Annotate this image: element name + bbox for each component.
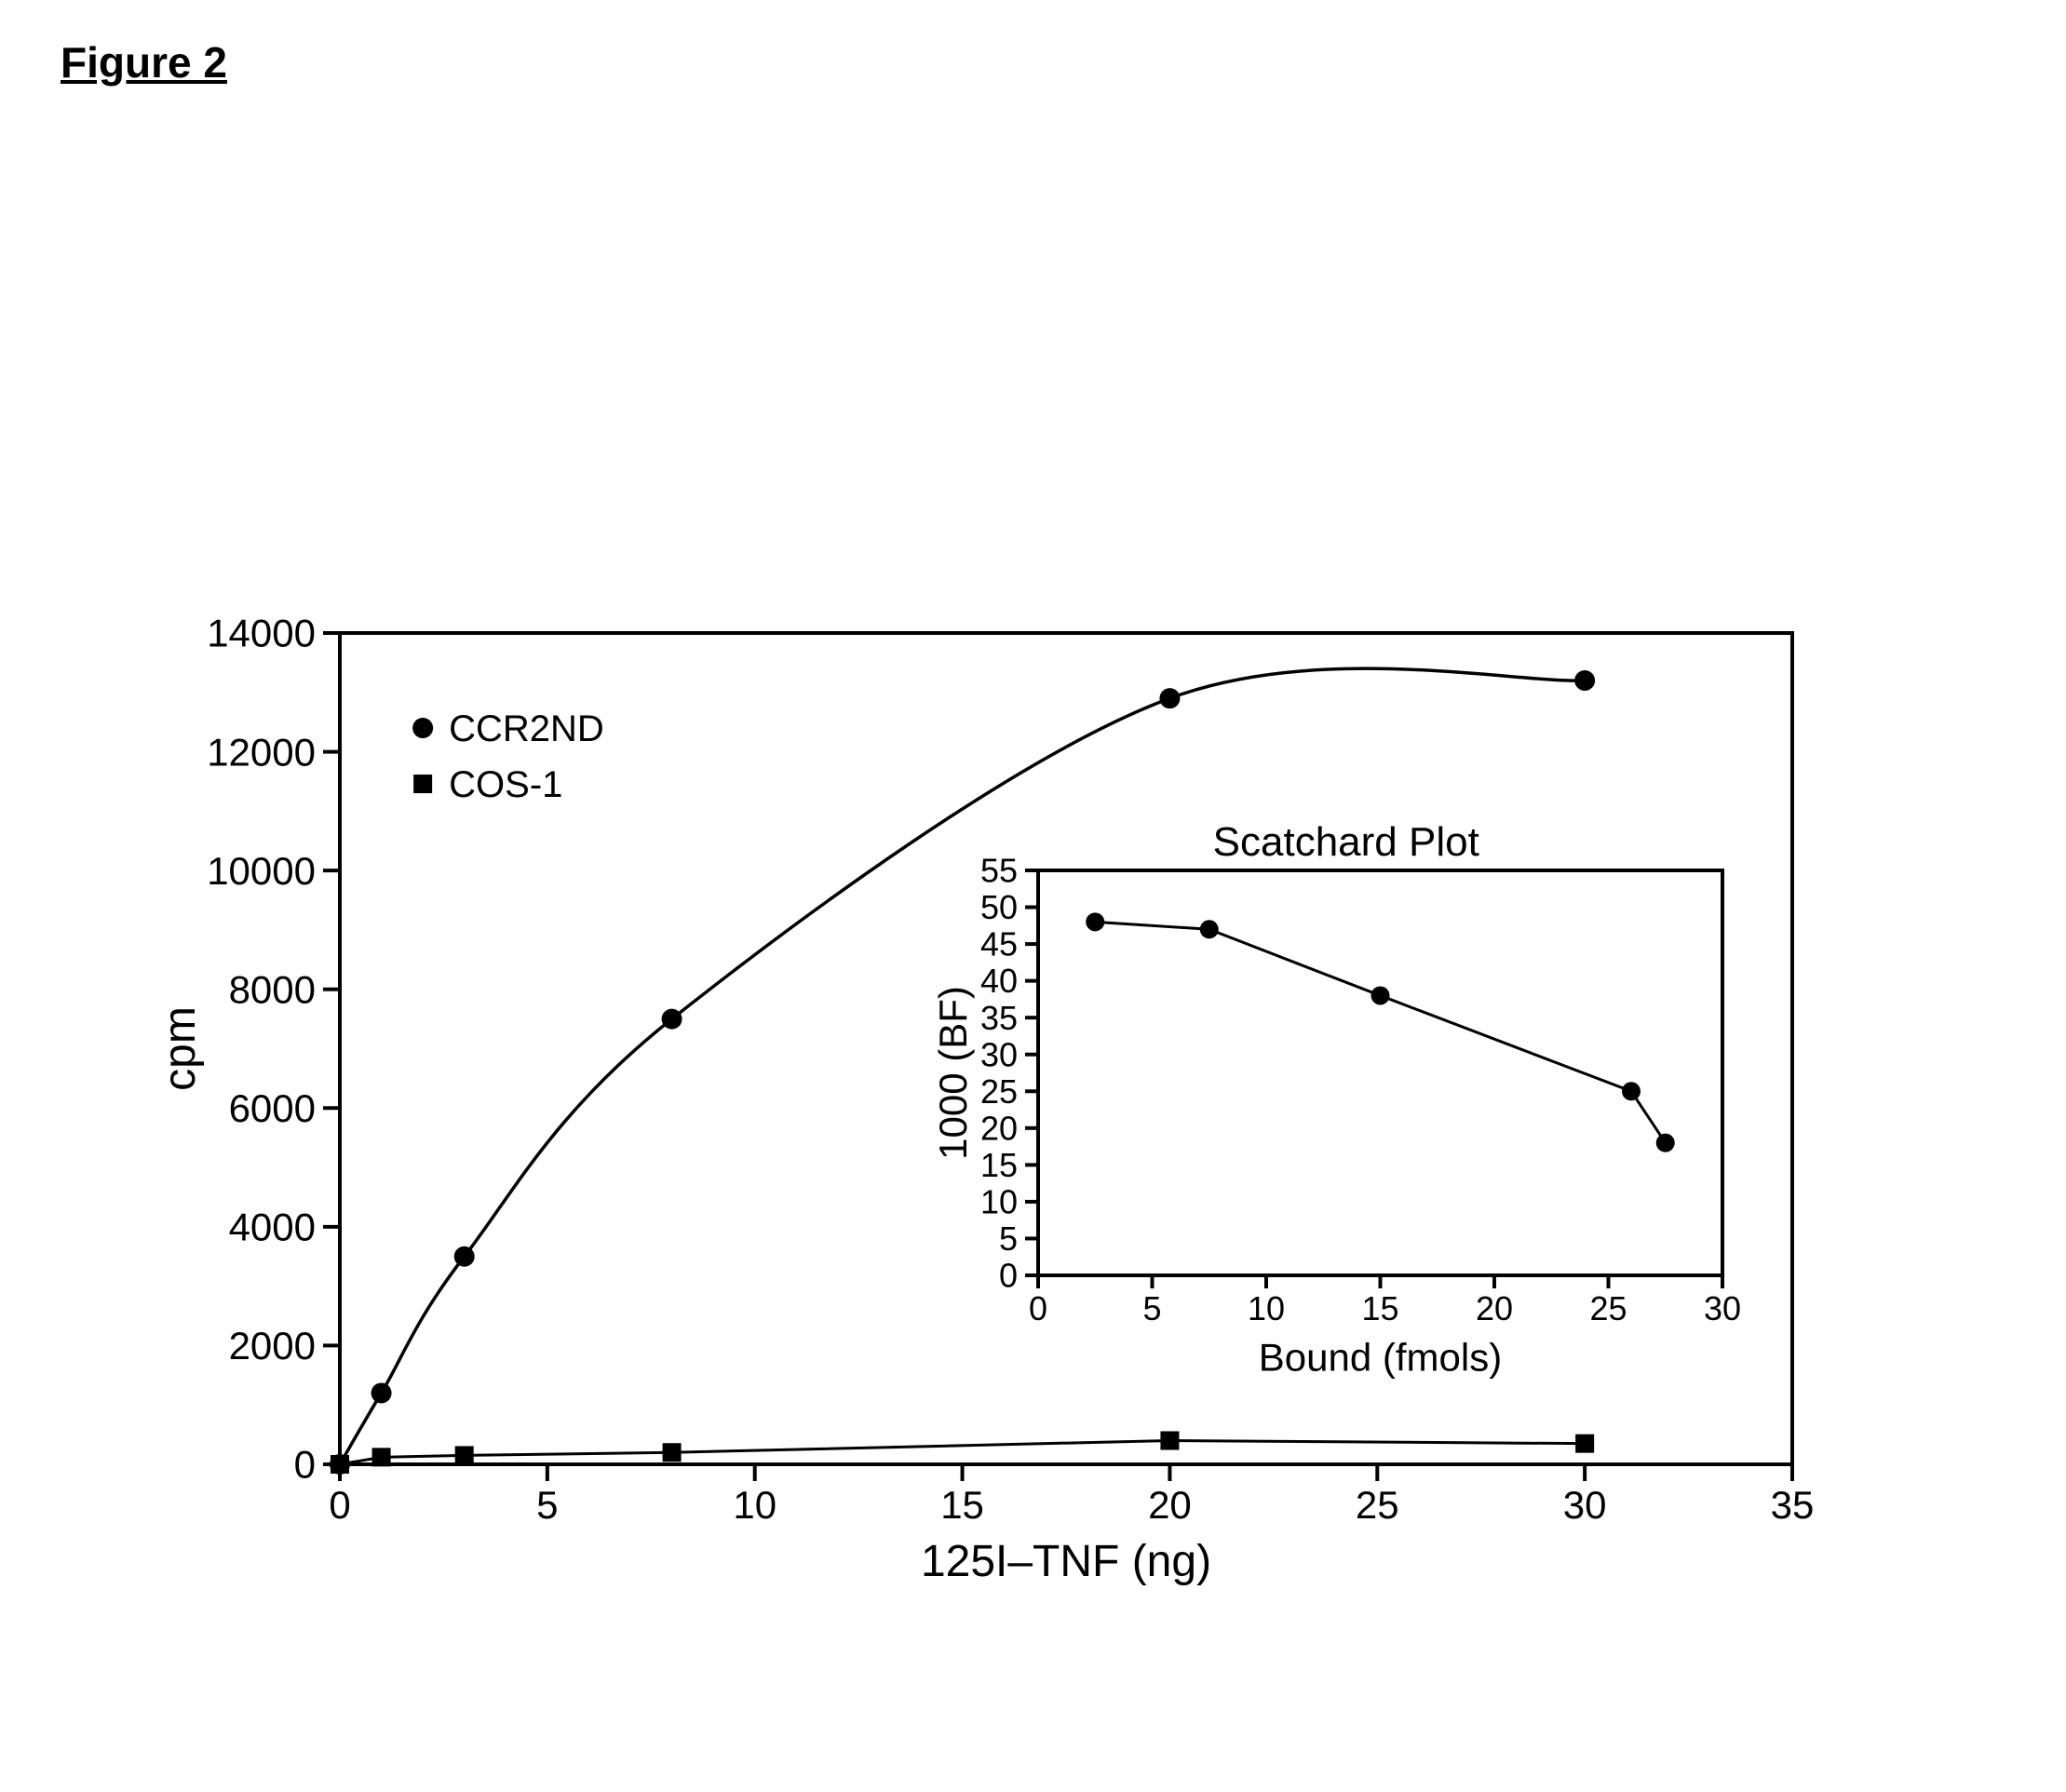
- main-chart-xtick-label: 10: [733, 1483, 776, 1527]
- main-chart-ytick-label: 10000: [207, 849, 316, 893]
- inset-chart-ylabel: 1000 (BF): [931, 986, 975, 1160]
- main-chart-marker-circle: [662, 1009, 682, 1030]
- main-chart-marker-square: [331, 1455, 349, 1474]
- legend-label: CCR2ND: [449, 708, 604, 749]
- main-chart-xtick-label: 15: [940, 1483, 984, 1527]
- page: Figure 2 0510152025303502000400060008000…: [0, 0, 2066, 1792]
- inset-chart-ytick-label: 10: [980, 1183, 1018, 1221]
- legend-marker-circle: [412, 718, 433, 738]
- inset-chart-xtick-label: 5: [1142, 1289, 1161, 1327]
- inset-chart-ytick-label: 30: [980, 1035, 1018, 1073]
- chart-container: 0510152025303502000400060008000100001200…: [0, 0, 2066, 1792]
- inset-chart-ytick-label: 15: [980, 1146, 1018, 1184]
- inset-chart-ytick-label: 50: [980, 888, 1018, 926]
- inset-chart-ytick-label: 25: [980, 1072, 1018, 1111]
- main-chart-marker-square: [663, 1443, 682, 1462]
- legend-label: COS-1: [449, 764, 562, 805]
- inset-chart-ytick-label: 0: [999, 1257, 1018, 1295]
- legend-marker-square: [413, 775, 432, 793]
- main-chart-ytick-label: 12000: [207, 730, 316, 774]
- main-chart-xtick-label: 30: [1563, 1483, 1607, 1527]
- main-chart-ylabel: cpm: [155, 1006, 205, 1091]
- inset-chart-xtick-label: 0: [1029, 1289, 1047, 1327]
- inset-chart-xtick-label: 20: [1476, 1289, 1513, 1327]
- main-chart-ytick-label: 0: [294, 1443, 316, 1487]
- inset-chart-xtick-label: 15: [1361, 1289, 1398, 1327]
- inset-chart-ytick-label: 55: [980, 852, 1018, 890]
- main-chart-ytick-label: 4000: [229, 1206, 316, 1249]
- inset-chart-ytick-label: 35: [980, 999, 1018, 1037]
- inset-chart-xtick-label: 25: [1589, 1289, 1627, 1327]
- inset-chart-marker-circle: [1622, 1082, 1641, 1100]
- inset-chart-xlabel: Bound (fmols): [1259, 1336, 1502, 1380]
- main-chart-ytick-label: 6000: [229, 1086, 316, 1130]
- inset-chart-marker-circle: [1371, 986, 1390, 1004]
- inset-chart-bg: [1038, 870, 1722, 1275]
- chart-svg: 0510152025303502000400060008000100001200…: [0, 0, 2066, 1792]
- main-chart-xtick-label: 25: [1356, 1483, 1399, 1527]
- main-chart-xlabel: 125I–TNF (ng): [921, 1537, 1211, 1586]
- main-chart-marker-circle: [454, 1246, 475, 1267]
- inset-chart-marker-circle: [1086, 912, 1104, 931]
- inset-chart-ytick-label: 20: [980, 1109, 1018, 1147]
- main-chart-marker-circle: [1574, 670, 1595, 691]
- main-chart-xtick-label: 35: [1771, 1483, 1815, 1527]
- main-chart-marker-circle: [1159, 688, 1180, 708]
- main-chart-marker-square: [372, 1448, 391, 1466]
- inset-chart-xtick-label: 30: [1704, 1289, 1741, 1327]
- main-chart-xtick-label: 20: [1148, 1483, 1192, 1527]
- inset-chart-ytick-label: 40: [980, 962, 1018, 1000]
- main-chart-ytick-label: 8000: [229, 967, 316, 1011]
- inset-chart-ytick-label: 5: [999, 1219, 1018, 1258]
- main-chart-marker-square: [1575, 1435, 1594, 1453]
- main-chart-marker-square: [455, 1446, 474, 1464]
- inset-chart-marker-circle: [1656, 1134, 1675, 1152]
- main-chart-xtick-label: 5: [536, 1483, 558, 1527]
- main-chart-ytick-label: 2000: [229, 1324, 316, 1368]
- main-chart-marker-circle: [371, 1382, 392, 1403]
- inset-chart-ytick-label: 45: [980, 925, 1018, 963]
- inset-chart-xtick-label: 10: [1248, 1289, 1285, 1327]
- main-chart-ytick-label: 14000: [207, 612, 316, 655]
- main-chart-xtick-label: 0: [329, 1483, 350, 1527]
- inset-chart-title: Scatchard Plot: [1213, 819, 1479, 865]
- main-chart-marker-square: [1160, 1431, 1179, 1449]
- inset-chart-marker-circle: [1200, 920, 1219, 938]
